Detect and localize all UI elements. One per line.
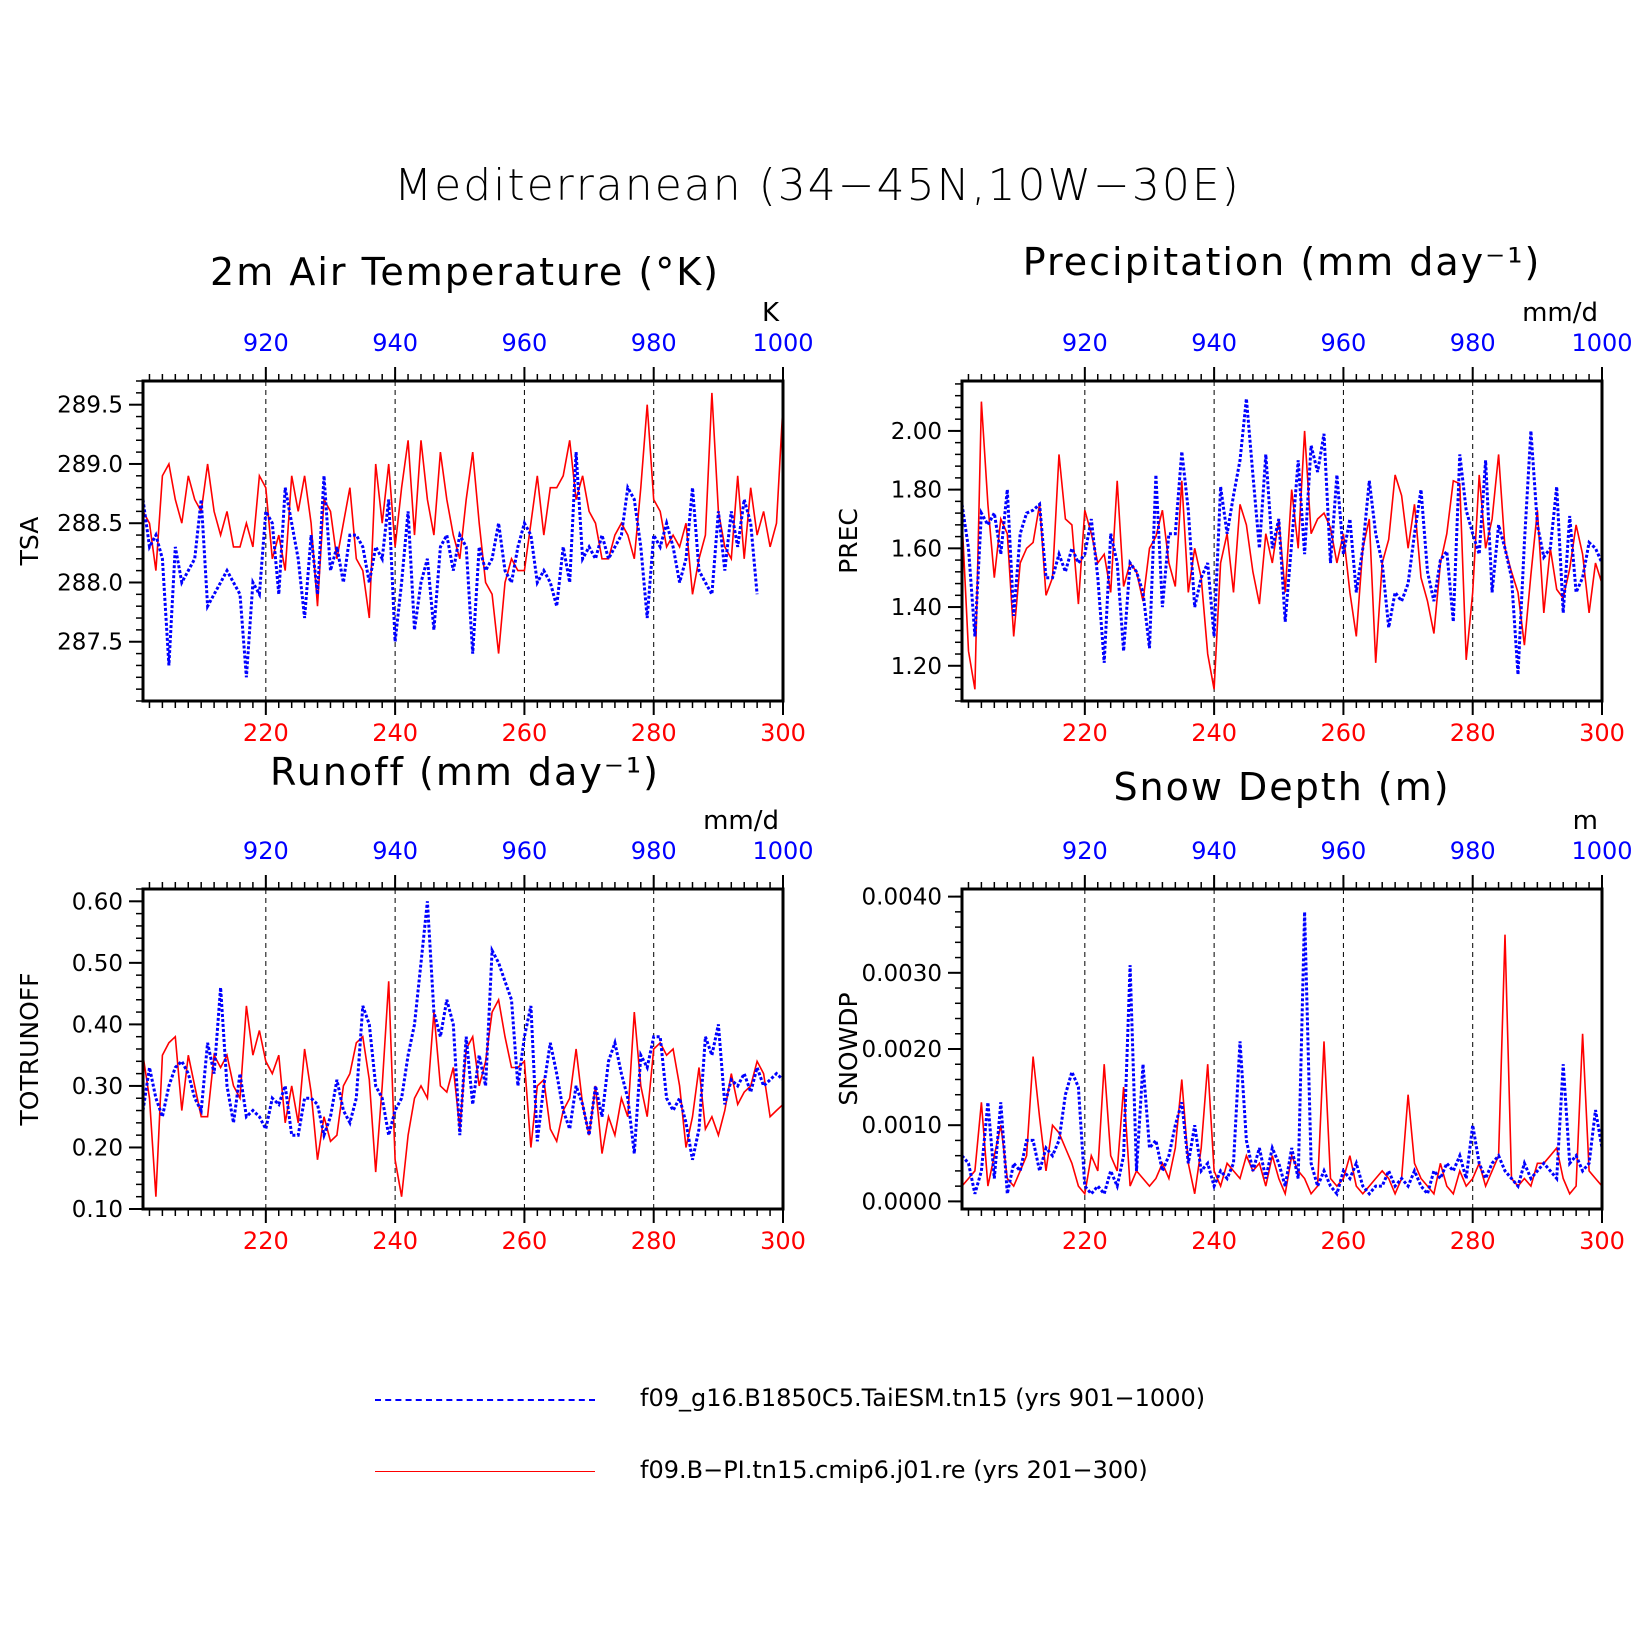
x-top-tick-label: 1000 (1571, 329, 1632, 357)
y-tick-label: 0.50 (72, 951, 123, 977)
x-tick-label: 280 (1450, 1227, 1496, 1255)
x-top-tick-label: 980 (1450, 329, 1496, 357)
y-tick-label: 0.0010 (862, 1113, 942, 1139)
x-top-tick-label: 920 (243, 329, 289, 357)
series-line-red (143, 981, 783, 1197)
y-tick-label: 0.60 (72, 889, 123, 915)
y-axis-label: TSA (15, 517, 44, 567)
panel-title: Precipitation (mm day⁻¹) (1023, 240, 1542, 284)
y-tick-label: 1.20 (891, 654, 942, 680)
y-tick-label: 288.0 (57, 570, 123, 596)
x-tick-label: 220 (1062, 1227, 1108, 1255)
series-line-red (962, 934, 1602, 1197)
x-tick-label: 280 (631, 1227, 677, 1255)
panel-totrunoff: Runoff (mm day⁻¹) mm/d TOTRUNOFF 220 240 260 2… (15, 750, 814, 1255)
units-label: mm/d (1522, 298, 1598, 328)
x-top-tick-label: 940 (372, 329, 418, 357)
x-tick-label: 220 (1062, 719, 1108, 747)
x-top-tick-label: 920 (1062, 329, 1108, 357)
y-tick-label: 0.30 (72, 1074, 123, 1100)
y-tick-label: 1.80 (891, 478, 942, 504)
y-tick-label: 288.5 (57, 511, 123, 537)
x-top-tick-label: 980 (1450, 837, 1496, 865)
y-tick-label: 0.10 (72, 1197, 123, 1223)
panel-title: 2m Air Temperature (°K) (210, 250, 720, 294)
y-tick-label: 287.5 (57, 630, 123, 656)
x-tick-label: 240 (1191, 719, 1237, 747)
x-tick-label: 300 (1579, 1227, 1625, 1255)
y-axis-label: PREC (834, 508, 863, 574)
plot-frame (960, 379, 1604, 703)
series-line-blue (143, 901, 783, 1161)
legend-swatch-blue (375, 1399, 595, 1401)
panel-title: Snow Depth (m) (1113, 765, 1450, 809)
x-top-tick-label: 960 (502, 837, 548, 865)
panel-tsa: 2m Air Temperature (°K) K TSA 220 240 260 280 3… (15, 250, 814, 747)
y-tick-label: 1.40 (891, 595, 942, 621)
x-top-tick-label: 960 (502, 329, 548, 357)
panel-prec: Precipitation (mm day⁻¹) mm/d PREC 220 240 26… (834, 240, 1633, 747)
x-top-tick-label: 920 (1062, 837, 1108, 865)
y-tick-label: 1.60 (891, 536, 942, 562)
x-top-tick-label: 1000 (1571, 837, 1632, 865)
x-tick-label: 240 (372, 719, 418, 747)
plot-frame (960, 887, 1604, 1211)
x-top-tick-label: 1000 (752, 329, 813, 357)
legend-swatch-red (375, 1471, 595, 1472)
x-tick-label: 300 (760, 719, 806, 747)
x-tick-label: 260 (502, 1227, 548, 1255)
y-tick-label: 289.5 (57, 393, 123, 419)
y-axis-label: TOTRUNOFF (15, 972, 44, 1126)
x-tick-label: 280 (631, 719, 677, 747)
x-top-tick-label: 940 (1191, 329, 1237, 357)
y-tick-label: 0.0040 (862, 885, 942, 911)
x-top-tick-label: 960 (1321, 329, 1367, 357)
units-label: mm/d (703, 806, 779, 836)
panel-snowdp: Snow Depth (m) m SNOWDP 220 240 260 280 300 920 9… (834, 765, 1633, 1255)
units-label: m (1573, 806, 1598, 836)
x-tick-label: 260 (1321, 719, 1367, 747)
x-tick-label: 280 (1450, 719, 1496, 747)
legend-item-blue: f09_g16.B1850C5.TaiESM.tn15 (yrs 901−100… (375, 1380, 1275, 1420)
series-line-blue (962, 911, 1602, 1197)
legend-label-red: f09.B−PI.tn15.cmip6.j01.re (yrs 201−300) (640, 1456, 1148, 1484)
y-axis-label: SNOWDP (834, 992, 863, 1105)
x-top-tick-label: 940 (372, 837, 418, 865)
x-tick-label: 220 (243, 1227, 289, 1255)
panel-title: Runoff (mm day⁻¹) (270, 750, 660, 794)
y-tick-label: 0.0000 (862, 1189, 942, 1215)
plot-frame (141, 887, 785, 1211)
x-top-tick-label: 940 (1191, 837, 1237, 865)
x-top-tick-label: 920 (243, 837, 289, 865)
legend-item-red: f09.B−PI.tn15.cmip6.j01.re (yrs 201−300) (375, 1452, 1275, 1492)
x-tick-label: 220 (243, 719, 289, 747)
x-tick-label: 300 (1579, 719, 1625, 747)
y-tick-label: 0.20 (72, 1135, 123, 1161)
series-line-blue (962, 398, 1602, 675)
series-line-red (962, 401, 1602, 690)
series-line-red (143, 392, 783, 654)
y-tick-label: 2.00 (891, 419, 942, 445)
legend-label-blue: f09_g16.B1850C5.TaiESM.tn15 (yrs 901−100… (640, 1384, 1206, 1412)
y-tick-label: 289.0 (57, 452, 123, 478)
x-top-tick-label: 960 (1321, 837, 1367, 865)
x-top-tick-label: 1000 (752, 837, 813, 865)
x-tick-label: 240 (1191, 1227, 1237, 1255)
y-tick-label: 0.0030 (862, 961, 942, 987)
x-tick-label: 300 (760, 1227, 806, 1255)
x-tick-label: 240 (372, 1227, 418, 1255)
x-tick-label: 260 (502, 719, 548, 747)
x-tick-label: 260 (1321, 1227, 1367, 1255)
y-tick-label: 0.40 (72, 1012, 123, 1038)
x-top-tick-label: 980 (631, 837, 677, 865)
plot-frame (141, 379, 785, 703)
series-line-blue (143, 452, 759, 678)
page-title: Mediterranean (34−45N,10W−30E) (394, 160, 1241, 211)
units-label: K (762, 298, 780, 328)
y-tick-label: 0.0020 (862, 1037, 942, 1063)
x-top-tick-label: 980 (631, 329, 677, 357)
